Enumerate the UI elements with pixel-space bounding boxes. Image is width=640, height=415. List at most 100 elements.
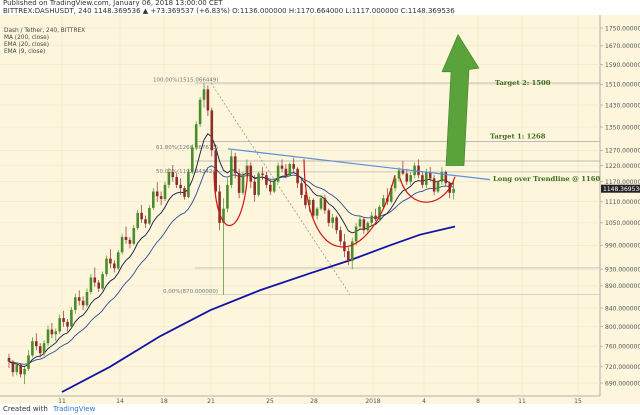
tradingview-logo[interactable]: TradingView [53, 405, 96, 413]
ohlc-line: BITTREX:DASHUSDT, 240 1148.369536 ▲ +73.… [3, 6, 455, 15]
candle [241, 171, 245, 195]
time-tick-label: 18 [160, 398, 168, 404]
candle-body [440, 171, 444, 182]
ma200-line [61, 225, 456, 393]
candle [191, 144, 194, 174]
axis-layer: 1750.000000 1670.000000 1590.000000 1510.00… [58, 25, 640, 404]
candle-body [54, 331, 58, 335]
candle-body [331, 217, 334, 223]
candle-body [167, 171, 171, 185]
candle-body [105, 258, 108, 275]
candle-body [311, 199, 315, 216]
candle-body [42, 343, 46, 354]
candle-body [335, 217, 338, 231]
candle [347, 247, 350, 266]
candle-body [77, 297, 81, 301]
candle-body [11, 361, 15, 373]
time-tick-label: 28 [310, 398, 318, 404]
candle [452, 181, 455, 200]
candle [148, 205, 151, 226]
candle [311, 198, 315, 220]
candle [140, 205, 143, 223]
candle [315, 206, 319, 220]
legend-indicator: EMA (20, close) [4, 42, 49, 48]
price-tick-label: 1590.000000 [605, 62, 640, 69]
time-tick-label: 15 [574, 398, 582, 404]
candle-body [280, 165, 284, 169]
candle-body [292, 164, 295, 169]
annotation-label: Target 2: 1500 [495, 79, 551, 87]
candle-body [425, 171, 428, 185]
candle [81, 296, 85, 310]
candle [77, 290, 81, 306]
candle [323, 194, 327, 214]
candle-body [347, 251, 350, 262]
candle-body [101, 274, 104, 289]
candle-body [38, 346, 42, 354]
candle-body [124, 236, 128, 240]
candle [222, 198, 225, 295]
candle-body [315, 208, 319, 216]
price-tick-label: 1220.000000 [605, 163, 640, 170]
candle [38, 343, 42, 358]
candle-body [132, 227, 136, 244]
candle [417, 159, 420, 179]
candle [308, 196, 311, 213]
candle-body [155, 191, 159, 197]
candle-body [241, 175, 245, 193]
candle-body [62, 318, 65, 322]
candle [85, 288, 89, 308]
published-line: Published on TradingView.com, January 06… [3, 0, 223, 7]
candle [66, 319, 69, 332]
candle-body [444, 171, 448, 184]
last-price-badge [601, 184, 640, 193]
time-tick-label: 11 [518, 398, 526, 404]
candle-body [152, 191, 155, 208]
candle [210, 107, 214, 157]
candle-body [89, 277, 93, 292]
candle-body [140, 212, 143, 220]
candle-body [74, 297, 77, 310]
candle [397, 167, 401, 182]
candle-body [7, 357, 11, 362]
price-tick-label: 1510.000000 [605, 82, 640, 89]
candle [366, 221, 370, 234]
candle [276, 162, 280, 184]
candle [31, 337, 34, 358]
candle-body [382, 198, 385, 207]
candle-body [397, 170, 401, 179]
candle-body [15, 364, 19, 373]
fib-label: 0.00%(870.000000) [163, 289, 218, 295]
price-tick-label: 930.000000 [605, 266, 640, 273]
candle [401, 160, 405, 176]
price-chart[interactable]: 100.00%(1515.066449) 61.80%(1268.867673) 5… [0, 15, 640, 404]
legend-indicator: EMA (9, close) [4, 49, 45, 55]
candle [171, 165, 175, 182]
candle-body [378, 206, 381, 220]
candle-body [58, 318, 61, 332]
candle-body [358, 219, 362, 227]
fib-label: 61.80%(1268.867673) [156, 145, 218, 151]
candle-body [163, 184, 167, 199]
candle-body [272, 181, 276, 192]
candle [167, 168, 171, 189]
candle [393, 175, 397, 192]
price-tick-label: 1670.000000 [605, 43, 640, 50]
candle-body [300, 183, 303, 195]
candle [343, 233, 346, 258]
candle-body [308, 199, 311, 206]
candle [378, 205, 381, 222]
candle-body [35, 341, 38, 347]
fib-label: 100.00%(1515.066449) [153, 77, 219, 83]
candle [132, 225, 136, 246]
right-shoulder-arc [399, 176, 456, 203]
candle-body [428, 171, 432, 179]
candle [101, 271, 104, 291]
candle-body [148, 207, 151, 224]
candle-body [171, 171, 175, 178]
grid-layer [0, 15, 640, 397]
candle [19, 363, 22, 378]
candle-body [128, 239, 132, 244]
candle-layer [7, 83, 455, 385]
head-arc [303, 159, 396, 248]
